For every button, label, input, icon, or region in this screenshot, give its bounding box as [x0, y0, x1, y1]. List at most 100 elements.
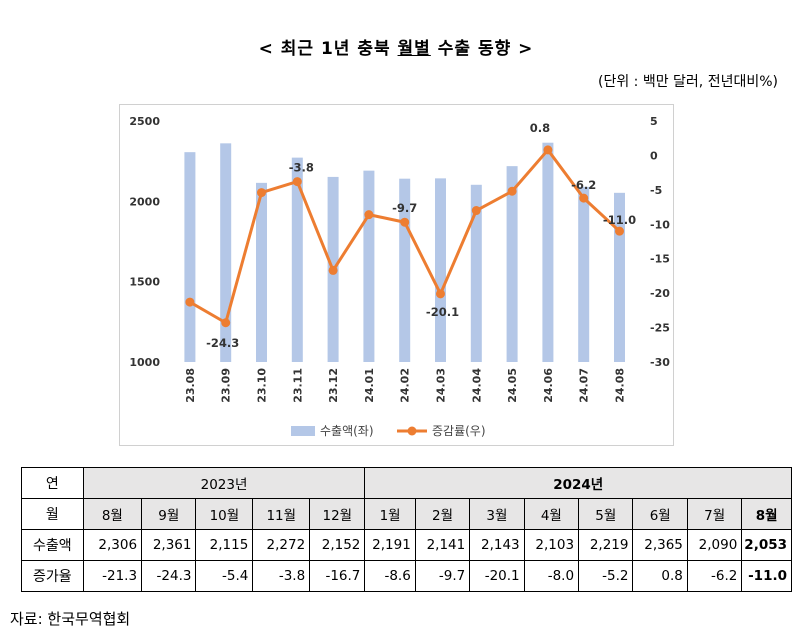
export-value-cell: 2,361: [141, 529, 197, 561]
x-tick-label: 24.06: [542, 368, 555, 403]
source-note: 자료: 한국무역협회: [10, 610, 131, 628]
bar: [470, 184, 482, 362]
export-value-cell: 2,143: [469, 529, 525, 561]
row-label-change: 증가율: [21, 560, 84, 592]
export-value-cell: 2,219: [578, 529, 634, 561]
month-cell: 1월: [364, 498, 416, 530]
y-right-tick-label: -25: [650, 322, 670, 335]
x-tick-label: 24.04: [470, 368, 483, 403]
export-value-cell: 2,191: [364, 529, 416, 561]
x-tick-label: 24.01: [363, 368, 376, 403]
title-underlined-word: 월별: [397, 39, 431, 59]
bar: [506, 166, 518, 362]
line-point: [257, 188, 266, 198]
export-value-cell: 2,115: [195, 529, 254, 561]
legend-line-marker: [407, 426, 417, 436]
x-tick-label: 24.08: [614, 368, 627, 403]
month-cell: 8월: [741, 498, 792, 530]
bar: [363, 170, 375, 362]
bar: [184, 152, 196, 362]
export-value-cell: 2,272: [252, 529, 311, 561]
table-row-export: 수출액 2,306 2,361 2,115 2,272 2,152 2,191 2,141 2…: [21, 529, 792, 561]
year-2024: 2024년: [364, 467, 792, 499]
line-point: [579, 193, 589, 203]
y-right-tick-label: 5: [650, 115, 658, 128]
month-cell: 5월: [578, 498, 634, 530]
export-value-cell: 2,306: [82, 529, 143, 561]
bar: [291, 157, 303, 362]
table-row-month: 월 8월 9월 10월 11월 12월 1월 2월 3월 4월 5월 6월 7월 8월: [21, 498, 792, 530]
line-point: [292, 177, 302, 187]
bar: [542, 142, 554, 362]
month-cell: 7월: [686, 498, 743, 530]
row-label-year: 연: [21, 467, 84, 499]
month-cell: 12월: [309, 498, 366, 530]
change-value-cell: 0.8: [632, 560, 688, 592]
month-cell: 4월: [523, 498, 580, 530]
bar: [435, 178, 446, 362]
table-row-year: 연 2023년 2024년: [21, 467, 792, 499]
y-right-tick-label: -10: [650, 218, 670, 231]
legend-bar-swatch: [291, 426, 315, 436]
x-tick-label: 23.08: [184, 368, 197, 403]
change-value-cell: -3.8: [252, 560, 311, 592]
line-point: [471, 206, 481, 216]
y-right-tick-label: -5: [650, 184, 662, 197]
x-tick-label: 24.05: [506, 368, 519, 403]
month-cell: 6월: [632, 498, 688, 530]
month-cell: 11월: [252, 498, 311, 530]
line-data-label: 0.8: [530, 121, 550, 135]
month-cell: 2월: [414, 498, 471, 530]
y-right-tick-label: 0: [650, 149, 658, 162]
line-data-label: -3.8: [289, 161, 314, 175]
y-left-tick-label: 1500: [129, 276, 160, 289]
combo-chart: 2500 2000 1500 1000 5 0 -5 -10 -15 -20 -25 -30 23.08…: [129, 115, 670, 438]
page-title: < 최근 1년 충북 월별 수출 동향 >: [0, 34, 792, 59]
month-cell: 3월: [469, 498, 525, 530]
month-cell: 9월: [141, 498, 197, 530]
table-row-change: 증가율 -21.3 -24.3 -5.4 -3.8 -16.7 -8.6 -9.7 -20.1…: [21, 560, 792, 592]
line-point: [364, 210, 374, 220]
line-data-label: -11.0: [603, 213, 636, 227]
change-value-cell: -11.0: [741, 560, 792, 592]
change-value-cell: -6.2: [686, 560, 743, 592]
line-data-label: -24.3: [206, 336, 239, 350]
y-left-tick-label: 2000: [129, 195, 160, 208]
change-value-cell: -16.7: [309, 560, 366, 592]
row-label-export: 수출액: [21, 529, 84, 561]
line-point: [543, 145, 553, 155]
change-value-cell: -5.2: [578, 560, 634, 592]
y-right-tick-label: -15: [650, 253, 670, 266]
change-value-cell: -5.4: [195, 560, 254, 592]
y-right-tick-label: -20: [650, 287, 670, 300]
export-value-cell: 2,365: [632, 529, 688, 561]
x-tick-label: 24.03: [435, 368, 448, 403]
legend-bar-label: 수출액(좌): [320, 424, 374, 438]
data-table: 연 2023년 2024년 월 8월 9월 10월 11월 12월 1월 2월 3월 4월 5월 6…: [21, 467, 792, 592]
month-cell: 8월: [82, 498, 143, 530]
line-data-label: -9.7: [392, 201, 417, 215]
export-value-cell: 2,141: [414, 529, 471, 561]
row-label-month: 월: [21, 498, 84, 530]
title-prefix: < 최근 1년 충북: [258, 39, 398, 59]
export-value-cell: 2,090: [686, 529, 743, 561]
bar: [578, 186, 590, 362]
year-2023: 2023년: [82, 467, 366, 499]
month-cell: 10월: [195, 498, 254, 530]
change-value-cell: -8.0: [523, 560, 580, 592]
x-tick-label: 23.09: [220, 368, 233, 403]
change-value-cell: -20.1: [469, 560, 525, 592]
x-tick-label: 24.07: [578, 368, 591, 403]
x-tick-label: 23.10: [256, 368, 269, 403]
title-suffix: 수출 동향 >: [430, 39, 534, 59]
bar: [220, 143, 232, 362]
change-value-cell: -24.3: [141, 560, 197, 592]
line-point: [328, 265, 338, 275]
line-point: [185, 297, 195, 307]
bar: [399, 178, 411, 362]
line-point: [221, 318, 231, 328]
x-tick-label: 23.11: [291, 368, 304, 403]
bar: [614, 192, 625, 362]
legend-line-label: 증감률(우): [432, 424, 486, 438]
y-left-tick-label: 1000: [129, 356, 160, 369]
